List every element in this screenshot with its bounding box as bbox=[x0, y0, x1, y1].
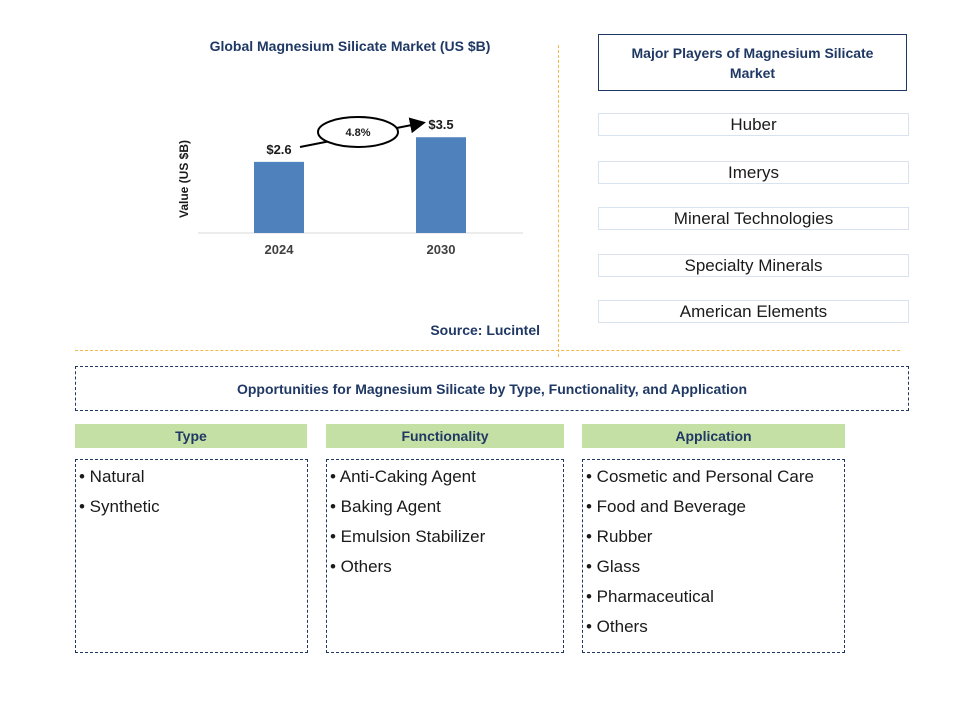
player-item: Imerys bbox=[598, 161, 909, 184]
horizontal-divider bbox=[75, 350, 900, 351]
list-item: • Emulsion Stabilizer bbox=[330, 527, 486, 546]
list-item: • Rubber bbox=[586, 527, 653, 546]
cagr-ellipse bbox=[317, 116, 399, 148]
player-item: Specialty Minerals bbox=[598, 254, 909, 277]
bar-2030 bbox=[416, 137, 466, 233]
list-item: • Anti-Caking Agent bbox=[330, 467, 476, 486]
category-header-application: Application bbox=[582, 424, 845, 448]
bar-chart: Value (US $B) $2.6 2024 $3.5 2030 4.8% bbox=[177, 116, 523, 257]
category-header-type: Type bbox=[75, 424, 307, 448]
list-item: • Others bbox=[586, 617, 648, 636]
category-header-functionality: Functionality bbox=[326, 424, 564, 448]
list-item: • Pharmaceutical bbox=[586, 587, 714, 606]
y-axis-label: Value (US $B) bbox=[177, 140, 191, 218]
list-item: • Food and Beverage bbox=[586, 497, 747, 516]
players-title: Major Players of Magnesium Silicate Mark… bbox=[598, 34, 907, 91]
source-label: Source: Lucintel bbox=[430, 322, 540, 338]
category-list-functionality: • Anti-Caking Agent • Baking Agent • Emu… bbox=[326, 459, 564, 653]
list-item: • Natural bbox=[79, 467, 145, 486]
list-item: • Synthetic bbox=[79, 497, 160, 516]
vertical-divider bbox=[558, 45, 559, 357]
category-list-type: • Natural • Synthetic bbox=[75, 459, 308, 653]
list-item: • Others bbox=[330, 557, 392, 576]
player-item: Huber bbox=[598, 113, 909, 136]
cagr-label: 4.8% bbox=[345, 127, 370, 139]
list-item: • Cosmetic and Personal Care bbox=[586, 467, 814, 486]
opportunities-title: Opportunities for Magnesium Silicate by … bbox=[75, 366, 909, 411]
player-item: American Elements bbox=[598, 300, 909, 323]
player-item: Mineral Technologies bbox=[598, 207, 909, 230]
bar-value-label: $2.6 bbox=[266, 142, 291, 157]
x-tick-label: 2024 bbox=[265, 242, 295, 257]
list-item: • Baking Agent bbox=[330, 497, 441, 516]
chart-title: Global Magnesium Silicate Market (US $B) bbox=[209, 38, 491, 54]
bar-value-label: $3.5 bbox=[428, 117, 453, 132]
list-item: • Glass bbox=[586, 557, 641, 576]
bar-2024 bbox=[254, 161, 304, 233]
x-tick-label: 2030 bbox=[427, 242, 456, 257]
category-list-application: • Cosmetic and Personal Care • Food and … bbox=[582, 459, 845, 653]
